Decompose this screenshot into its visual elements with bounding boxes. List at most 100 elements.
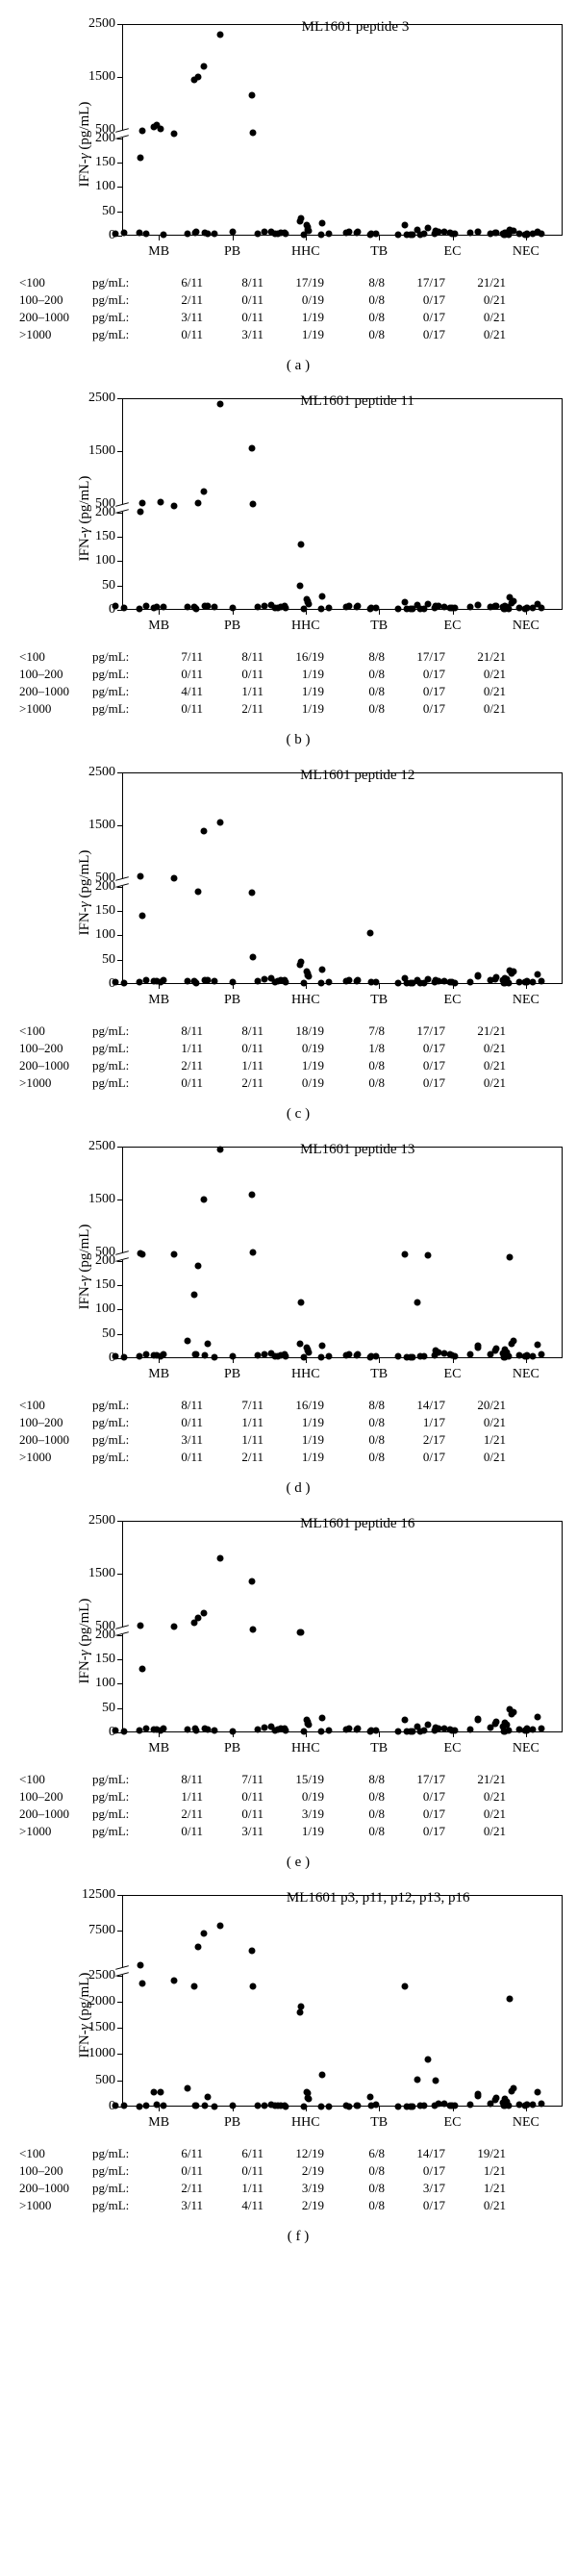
row-label: >1000	[16, 1075, 88, 1091]
y-tick: 1500	[79, 443, 115, 459]
table-cell: 0/8	[329, 2163, 388, 2179]
axis-break	[115, 1967, 129, 1975]
data-point	[521, 1728, 528, 1734]
data-point	[271, 605, 278, 612]
table-row: 200–1000pg/mL:3/111/111/190/82/171/21	[16, 1432, 509, 1448]
data-point	[262, 602, 268, 609]
x-tick: PB	[224, 619, 240, 634]
data-point	[466, 2102, 473, 2109]
data-point	[432, 2078, 439, 2084]
table-cell: 1/21	[450, 2181, 509, 2196]
data-point	[346, 228, 353, 235]
y-tick: 0	[79, 976, 115, 992]
table-cell: 2/11	[147, 2181, 206, 2196]
data-point	[212, 231, 218, 238]
data-point	[466, 1351, 473, 1357]
data-point	[139, 1980, 146, 1986]
x-tick: HHC	[291, 2115, 320, 2131]
plot-area	[122, 1147, 563, 1358]
data-point	[325, 1353, 332, 1360]
data-point	[296, 582, 303, 589]
x-tick: PB	[224, 1367, 240, 1382]
table-cell: 8/11	[147, 1023, 206, 1039]
data-point	[255, 1726, 262, 1732]
data-point	[346, 976, 353, 983]
table-row: 200–1000pg/mL:4/111/111/190/80/170/21	[16, 684, 509, 699]
y-tick: 2500	[79, 765, 115, 780]
table-cell: 6/11	[147, 2146, 206, 2161]
axis-break	[115, 504, 129, 512]
data-point	[354, 2103, 361, 2109]
data-point	[417, 231, 424, 238]
table-row: 100–200pg/mL:1/110/110/190/80/170/21	[16, 1789, 509, 1805]
y-tick: 100	[79, 179, 115, 194]
row-label: 200–1000	[16, 1432, 88, 1448]
table-row: >1000pg/mL:0/112/111/190/80/170/21	[16, 1450, 509, 1465]
y-tick: 500	[79, 2073, 115, 2088]
table-cell: 14/17	[389, 1398, 448, 1413]
table-cell: 8/11	[147, 1772, 206, 1787]
row-label: >1000	[16, 2198, 88, 2213]
data-point	[368, 1352, 375, 1359]
table-cell: 0/8	[329, 310, 388, 325]
row-label: 100–200	[16, 1415, 88, 1430]
data-point	[171, 130, 178, 137]
y-tick-mark	[117, 1309, 122, 1310]
table-cell: 6/11	[147, 275, 206, 290]
table-cell: 7/8	[329, 1023, 388, 1039]
data-point	[487, 977, 493, 984]
row-unit: pg/mL:	[89, 701, 145, 717]
data-point	[297, 1299, 304, 1305]
summary-table: <100pg/mL:8/117/1116/198/814/1720/21100–…	[14, 1396, 511, 1467]
table-cell: 1/19	[268, 310, 327, 325]
data-point	[403, 1354, 410, 1361]
data-point	[354, 229, 361, 236]
data-point	[534, 2088, 540, 2095]
y-tick-mark	[117, 537, 122, 538]
table-row: 200–1000pg/mL:2/111/111/190/80/170/21	[16, 1058, 509, 1073]
y-tick-mark	[117, 1334, 122, 1335]
y-tick: 7500	[79, 1923, 115, 1938]
row-unit: pg/mL:	[89, 1058, 145, 1073]
data-point	[521, 1353, 528, 1360]
row-label: 200–1000	[16, 684, 88, 699]
y-tick: 12500	[79, 1887, 115, 1903]
x-tick: HHC	[291, 244, 320, 260]
data-point	[113, 1353, 119, 1360]
chart-title: ML1601 peptide 12	[300, 768, 414, 784]
table-row: 200–1000pg/mL:2/110/113/190/80/170/21	[16, 1806, 509, 1822]
table-cell: 1/19	[268, 1824, 327, 1839]
table-cell: 1/11	[208, 1415, 266, 1430]
data-point	[296, 2008, 303, 2015]
y-tick: 0	[79, 1725, 115, 1740]
data-point	[318, 605, 325, 612]
data-point	[201, 602, 208, 609]
table-cell: 3/17	[389, 2181, 448, 2196]
axis-break	[115, 130, 129, 138]
data-point	[160, 1726, 166, 1732]
plot-area	[122, 24, 563, 236]
y-tick: 50	[79, 1326, 115, 1342]
row-unit: pg/mL:	[89, 2181, 145, 2196]
data-point	[368, 604, 375, 611]
data-point	[521, 979, 528, 986]
table-cell: 2/11	[208, 1075, 266, 1091]
y-tick: 0	[79, 2099, 115, 2114]
x-tick-mark	[379, 610, 380, 615]
data-point	[502, 232, 509, 239]
data-point	[171, 1250, 178, 1257]
data-point	[403, 980, 410, 987]
y-tick-mark	[117, 1521, 122, 1522]
table-cell: 2/19	[268, 2163, 327, 2179]
x-tick: TB	[370, 244, 388, 260]
y-tick: 50	[79, 1701, 115, 1716]
table-cell: 0/11	[147, 327, 206, 342]
data-point	[139, 127, 146, 134]
data-point	[262, 1724, 268, 1730]
data-point	[113, 2103, 119, 2109]
data-point	[395, 231, 402, 238]
y-tick: 2500	[79, 1968, 115, 1983]
row-label: >1000	[16, 327, 88, 342]
table-cell: 0/21	[450, 2198, 509, 2213]
x-tick-mark	[379, 1358, 380, 1363]
